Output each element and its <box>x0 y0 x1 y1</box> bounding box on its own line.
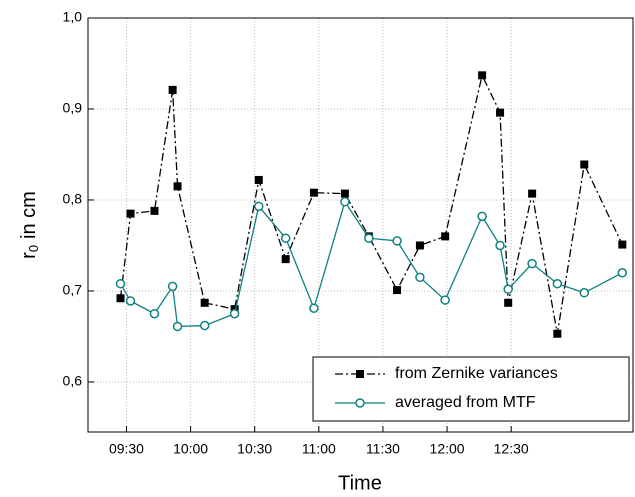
series-line <box>119 200 623 328</box>
data-point <box>167 281 178 292</box>
data-point <box>199 320 210 331</box>
data-point <box>281 255 290 264</box>
data-point <box>309 188 318 197</box>
y-axis-title-main: r <box>18 252 40 259</box>
legend-label: averaged from MTF <box>395 394 536 411</box>
data-point <box>579 288 590 298</box>
data-point <box>504 298 513 307</box>
x-tick-label: 10:30 <box>237 441 272 457</box>
data-point <box>393 286 402 295</box>
series-line <box>119 73 623 334</box>
y-axis-title-rest: in cm <box>18 191 40 239</box>
y-tick-label: 1,0 <box>63 9 83 25</box>
data-point <box>149 308 160 319</box>
data-point <box>280 233 291 243</box>
data-point <box>415 272 425 283</box>
x-axis-title: Time <box>338 472 382 494</box>
data-point <box>441 232 450 241</box>
data-point <box>477 211 487 222</box>
data-point <box>552 278 563 289</box>
data-point <box>503 284 513 294</box>
data-point <box>495 240 505 251</box>
data-point <box>173 182 182 191</box>
data-point <box>115 278 126 289</box>
data-point <box>478 71 487 80</box>
data-point <box>168 85 177 94</box>
y-tick-label: 0,9 <box>63 100 83 116</box>
data-point <box>415 241 424 250</box>
y-tick-label: 0,6 <box>63 373 83 389</box>
data-point <box>200 298 209 307</box>
data-point <box>340 197 350 207</box>
data-point <box>580 160 589 169</box>
data-point <box>364 233 374 243</box>
data-point <box>254 175 263 184</box>
data-point <box>527 258 537 269</box>
data-point <box>440 295 450 305</box>
data-point <box>617 268 628 278</box>
y-axis-title: r0 in cm <box>18 191 41 259</box>
data-point <box>150 206 159 215</box>
x-tick-label: 11:00 <box>302 441 336 457</box>
x-tick-label: 09:30 <box>109 441 144 457</box>
legend-marker <box>355 398 365 408</box>
data-point <box>392 236 402 246</box>
x-tick-label: 12:30 <box>494 441 529 457</box>
data-point <box>229 308 240 319</box>
data-point <box>126 209 135 218</box>
y-tick-label: 0,8 <box>63 191 83 207</box>
data-point <box>528 189 537 198</box>
legend-marker <box>356 370 364 378</box>
data-point <box>254 201 264 212</box>
data-point <box>116 294 125 303</box>
data-point <box>309 303 319 314</box>
y-axis-title-sub: 0 <box>26 245 41 252</box>
legend-box <box>312 356 630 422</box>
legend-label: from Zernike variances <box>395 365 558 382</box>
data-point <box>618 240 627 249</box>
data-point <box>553 329 562 338</box>
data-point <box>340 189 349 198</box>
x-tick-label: 10:00 <box>173 441 208 457</box>
x-tick-label: 11:30 <box>366 441 400 457</box>
data-point <box>125 296 136 306</box>
data-point <box>496 108 505 117</box>
plot-frame <box>87 17 634 433</box>
data-point <box>172 321 183 332</box>
x-tick-label: 12:00 <box>430 441 465 457</box>
y-tick-label: 0,7 <box>63 282 83 298</box>
